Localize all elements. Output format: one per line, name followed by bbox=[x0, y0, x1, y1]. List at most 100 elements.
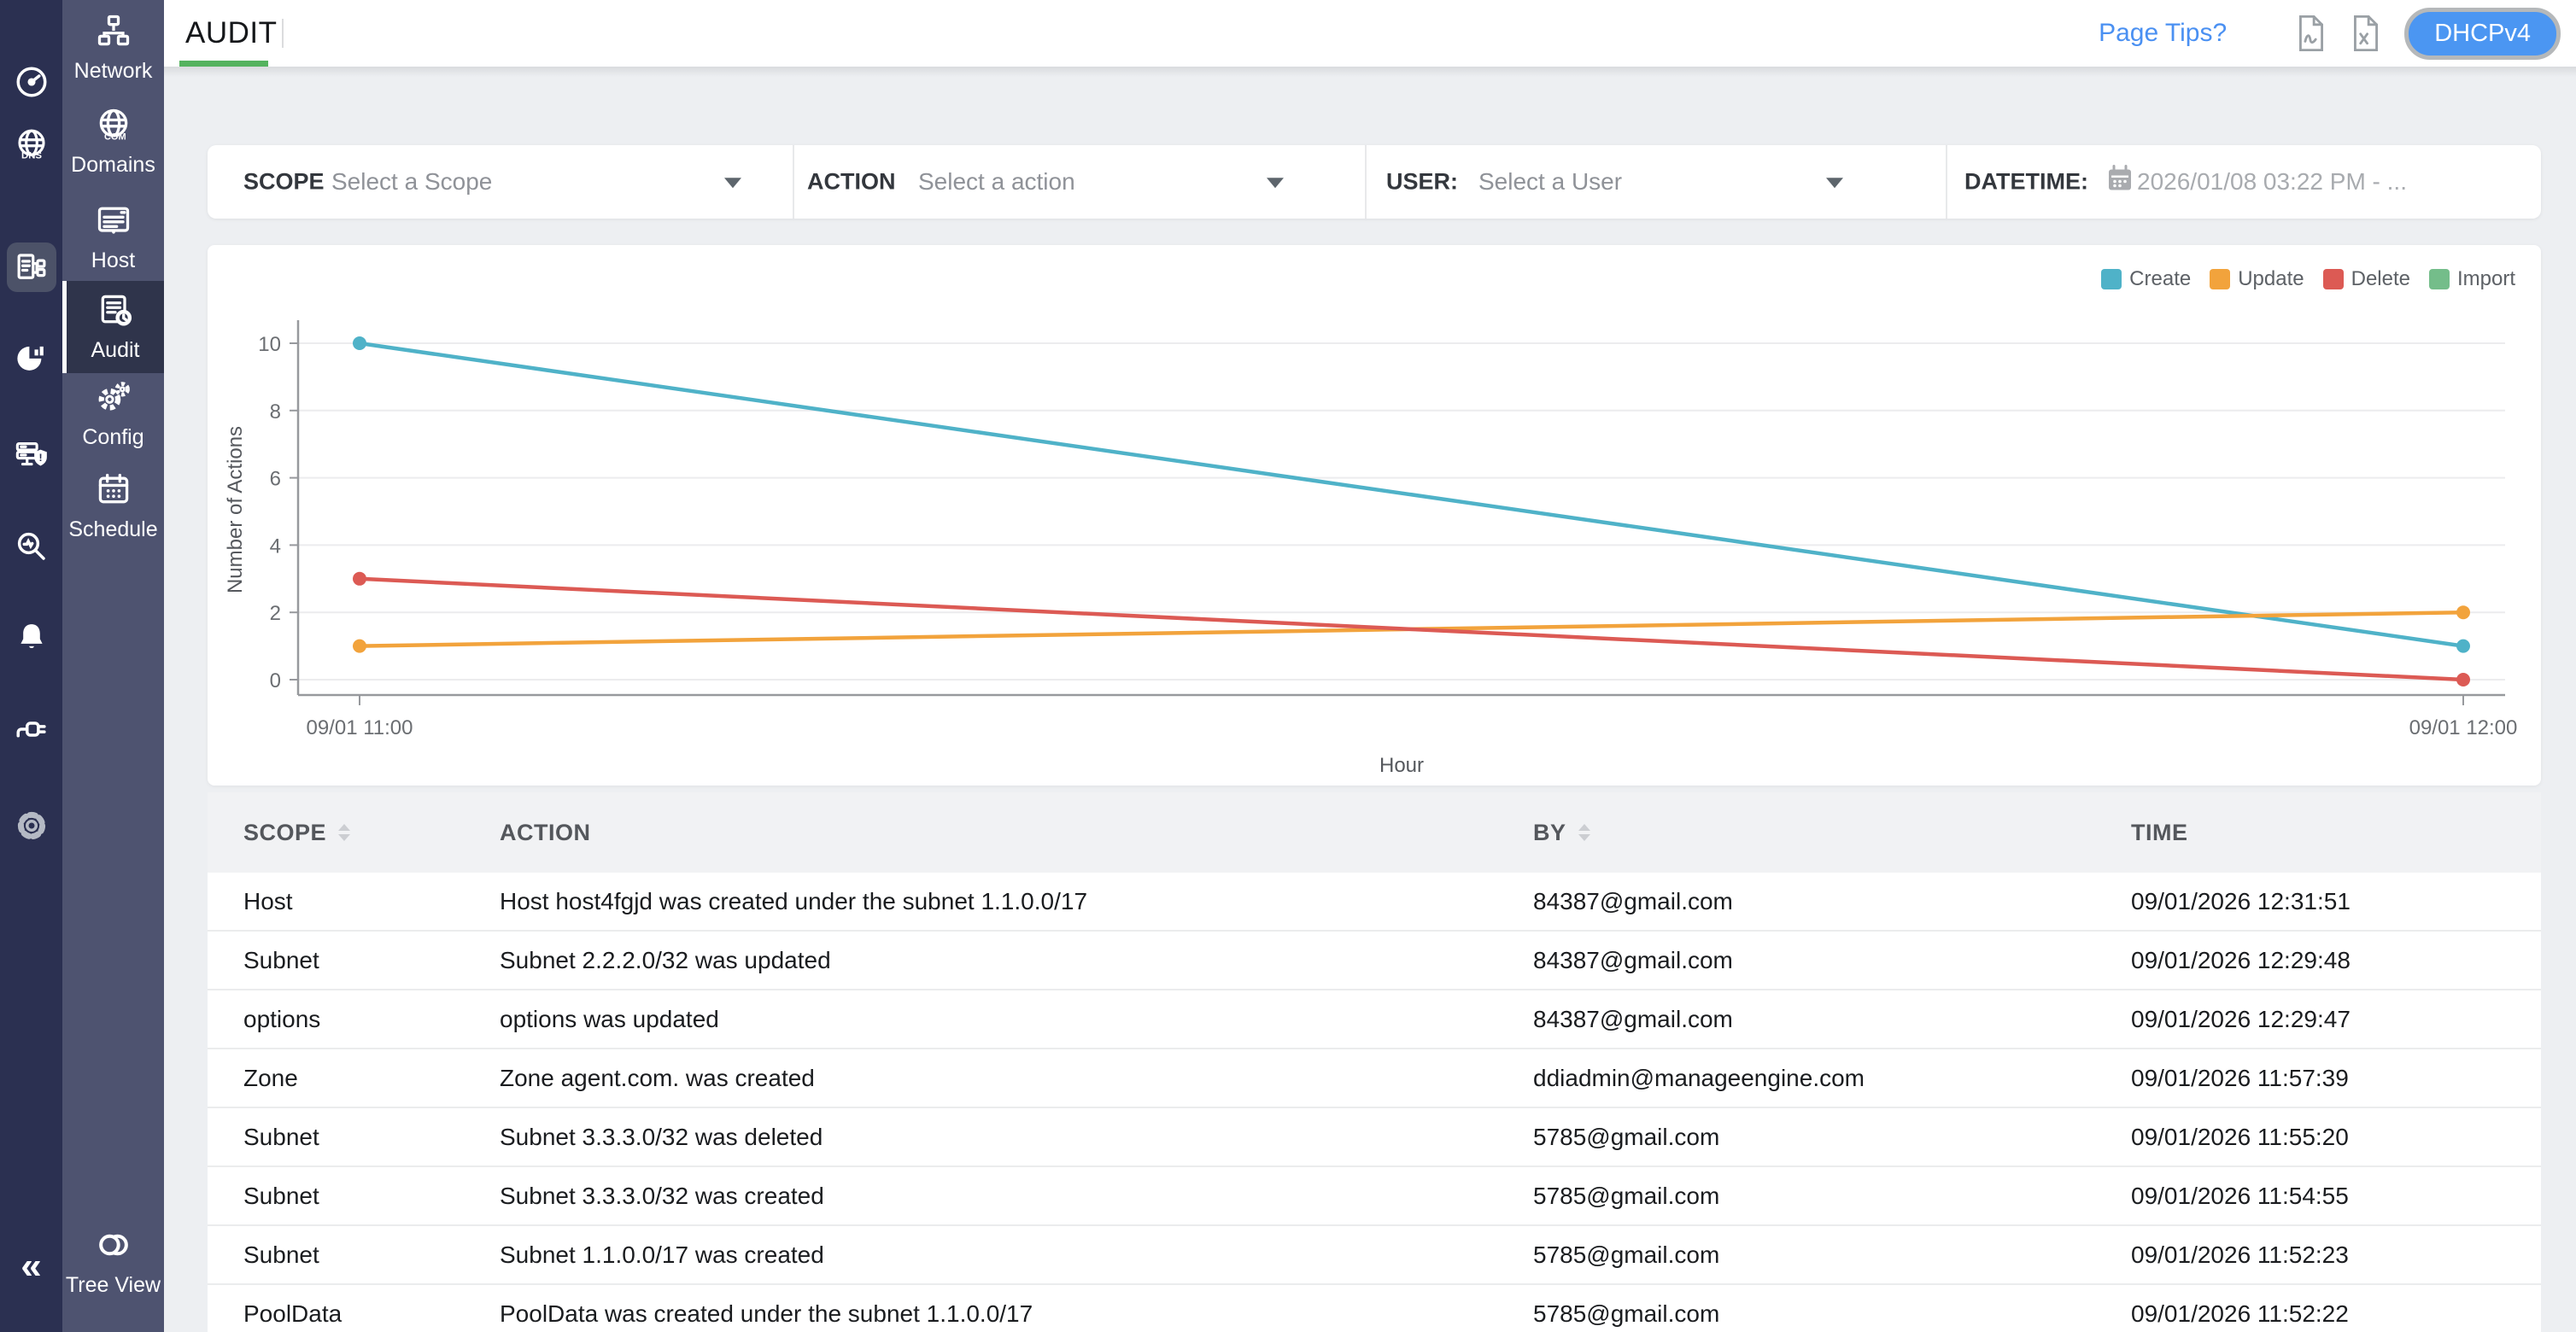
scope-cell: Subnet bbox=[243, 946, 319, 973]
action-cell: Zone agent.com. was created bbox=[500, 1064, 815, 1091]
time-cell: 09/01/2026 11:52:22 bbox=[2131, 1300, 2349, 1327]
dhcp-server-shield-icon[interactable]: ! bbox=[7, 429, 56, 478]
sort-arrows-icon[interactable] bbox=[1578, 824, 1590, 841]
sort-arrows-icon[interactable] bbox=[338, 824, 351, 841]
legend-item-import[interactable]: Import bbox=[2428, 267, 2515, 291]
by-cell: 84387@gmail.com bbox=[1533, 946, 1733, 973]
legend-item-delete[interactable]: Delete bbox=[2322, 267, 2410, 291]
table-row: options options was updated 84387@gmail.co… bbox=[208, 990, 2541, 1049]
protocol-toggle-button[interactable]: DHCPv4 bbox=[2404, 7, 2561, 60]
pdf-export-icon[interactable] bbox=[2295, 15, 2327, 52]
schedule-calendar-icon bbox=[95, 470, 132, 514]
primary-sidebar: DNS ! bbox=[0, 0, 62, 1332]
action-cell: Subnet 2.2.2.0/32 was updated bbox=[500, 946, 831, 973]
integrations-plug-icon[interactable] bbox=[7, 704, 56, 754]
ipam-icon[interactable] bbox=[6, 242, 56, 292]
action-filter[interactable]: ACTION Select a action bbox=[794, 145, 1367, 219]
legend-swatch bbox=[2428, 269, 2450, 289]
calendar-icon[interactable] bbox=[2106, 165, 2134, 200]
tab-audit[interactable]: AUDIT bbox=[185, 16, 278, 50]
sidebar-item-config[interactable]: Config bbox=[62, 368, 164, 460]
time-cell: 09/01/2026 12:29:47 bbox=[2131, 1005, 2351, 1032]
table-row: PoolData PoolData was created under the s… bbox=[208, 1285, 2541, 1332]
data-point[interactable] bbox=[353, 571, 366, 586]
column-header-action: ACTION bbox=[500, 820, 1533, 846]
table-row: Subnet Subnet 3.3.3.0/32 was deleted 5785@… bbox=[208, 1108, 2541, 1167]
data-point[interactable] bbox=[2456, 639, 2470, 653]
legend-swatch bbox=[2101, 269, 2122, 289]
scope-cell: options bbox=[243, 1005, 321, 1032]
svg-text:DNS: DNS bbox=[21, 151, 42, 161]
time-cell: 09/01/2026 12:31:51 bbox=[2131, 887, 2351, 914]
chevron-down-icon[interactable] bbox=[1826, 178, 1843, 189]
y-tick-label: 10 bbox=[258, 333, 281, 356]
by-cell: 5785@gmail.com bbox=[1533, 1182, 1720, 1209]
dashboard-gauge-icon[interactable] bbox=[7, 57, 56, 107]
time-cell: 09/01/2026 12:29:48 bbox=[2131, 946, 2351, 973]
scope-filter[interactable]: SCOPE Select a Scope bbox=[208, 145, 794, 219]
top-bar: AUDIT Page Tips? DHCPv4 bbox=[164, 0, 2576, 67]
series-delete bbox=[353, 571, 2470, 686]
datetime-filter-label: DATETIME: bbox=[1964, 168, 2088, 195]
scope-filter-placeholder[interactable]: Select a Scope bbox=[331, 168, 493, 195]
table-row: Subnet Subnet 2.2.2.0/32 was updated 84387… bbox=[208, 932, 2541, 990]
collapse-chevrons-icon[interactable]: « bbox=[20, 1245, 42, 1287]
alerts-bell-icon[interactable] bbox=[7, 612, 56, 662]
page-tips-link[interactable]: Page Tips? bbox=[2099, 19, 2228, 47]
by-cell: 5785@gmail.com bbox=[1533, 1241, 1720, 1268]
action-cell: PoolData was created under the subnet 1.… bbox=[500, 1300, 1033, 1327]
datetime-filter[interactable]: DATETIME: 2026/01/08 03:22 PM - ... bbox=[1947, 145, 2541, 219]
line-chart: 0 2 4 6 8 10 09/01 11:00 09/01 12:00 Hour Number … bbox=[224, 320, 2517, 777]
column-header-by[interactable]: BY bbox=[1533, 820, 2131, 846]
user-filter-label: USER: bbox=[1386, 168, 1459, 195]
by-cell: 5785@gmail.com bbox=[1533, 1123, 1720, 1150]
time-cell: 09/01/2026 11:54:55 bbox=[2131, 1182, 2349, 1209]
sidebar-item-domains[interactable]: COM Domains bbox=[62, 96, 164, 188]
audit-activity-chart-card: Create Update Delete Import 0 2 4 6 8 10 09/01 11… bbox=[208, 245, 2541, 786]
sidebar-item-tree-view[interactable]: Tree View bbox=[62, 1216, 164, 1308]
action-filter-placeholder[interactable]: Select a action bbox=[918, 168, 1075, 195]
audit-table: SCOPE ACTION BY TIME Host Host host4fgjd was… bbox=[208, 792, 2541, 1332]
audit-doc-clock-icon bbox=[97, 291, 134, 335]
sidebar-item-audit[interactable]: Audit bbox=[62, 281, 164, 373]
action-cell: Subnet 1.1.0.0/17 was created bbox=[500, 1241, 824, 1268]
action-cell: Subnet 3.3.3.0/32 was created bbox=[500, 1182, 824, 1209]
by-cell: 84387@gmail.com bbox=[1533, 1005, 1733, 1032]
user-filter-placeholder[interactable]: Select a User bbox=[1478, 168, 1623, 195]
data-point[interactable] bbox=[353, 639, 366, 653]
column-header-scope[interactable]: SCOPE bbox=[243, 820, 500, 846]
chevron-down-icon[interactable] bbox=[724, 178, 741, 189]
y-tick-label: 0 bbox=[270, 669, 281, 692]
svg-text:!: ! bbox=[38, 452, 42, 464]
legend-item-update[interactable]: Update bbox=[2210, 267, 2304, 291]
y-axis-title: Number of Actions bbox=[224, 426, 247, 593]
time-cell: 09/01/2026 11:55:20 bbox=[2131, 1123, 2349, 1150]
data-point[interactable] bbox=[2456, 605, 2470, 620]
sidebar-item-schedule[interactable]: Schedule bbox=[62, 460, 164, 552]
tree-view-toggle-icon bbox=[95, 1226, 132, 1270]
table-row: Zone Zone agent.com. was created ddiadmin@… bbox=[208, 1049, 2541, 1108]
sidebar-item-label: Config bbox=[82, 425, 144, 449]
y-tick-label: 8 bbox=[270, 400, 281, 424]
table-row: Host Host host4fgjd was created under the… bbox=[208, 873, 2541, 932]
legend-swatch bbox=[2210, 269, 2231, 289]
data-point[interactable] bbox=[353, 336, 366, 350]
dns-globe-icon[interactable]: DNS bbox=[7, 120, 56, 169]
settings-gear-icon[interactable] bbox=[7, 801, 56, 850]
sidebar-item-network[interactable]: Network bbox=[62, 2, 164, 94]
chevron-down-icon[interactable] bbox=[1267, 178, 1284, 189]
audit-search-icon[interactable] bbox=[7, 522, 56, 571]
config-gears-icon bbox=[95, 378, 132, 422]
scope-cell: Subnet bbox=[243, 1241, 319, 1268]
column-header-label: TIME bbox=[2131, 819, 2188, 845]
user-filter[interactable]: USER: Select a User bbox=[1367, 145, 1947, 219]
sidebar-item-host[interactable]: Host bbox=[62, 191, 164, 283]
tab-divider bbox=[282, 19, 284, 48]
datetime-filter-value[interactable]: 2026/01/08 03:22 PM - ... bbox=[2137, 168, 2407, 195]
secondary-sidebar: Network COM Domains Host Audit bbox=[62, 0, 164, 1332]
reports-pie-icon[interactable] bbox=[7, 333, 56, 383]
data-point[interactable] bbox=[2456, 673, 2470, 686]
excel-export-icon[interactable] bbox=[2350, 15, 2382, 52]
legend-item-create[interactable]: Create bbox=[2101, 267, 2191, 291]
topbar-shadow bbox=[164, 67, 2576, 77]
